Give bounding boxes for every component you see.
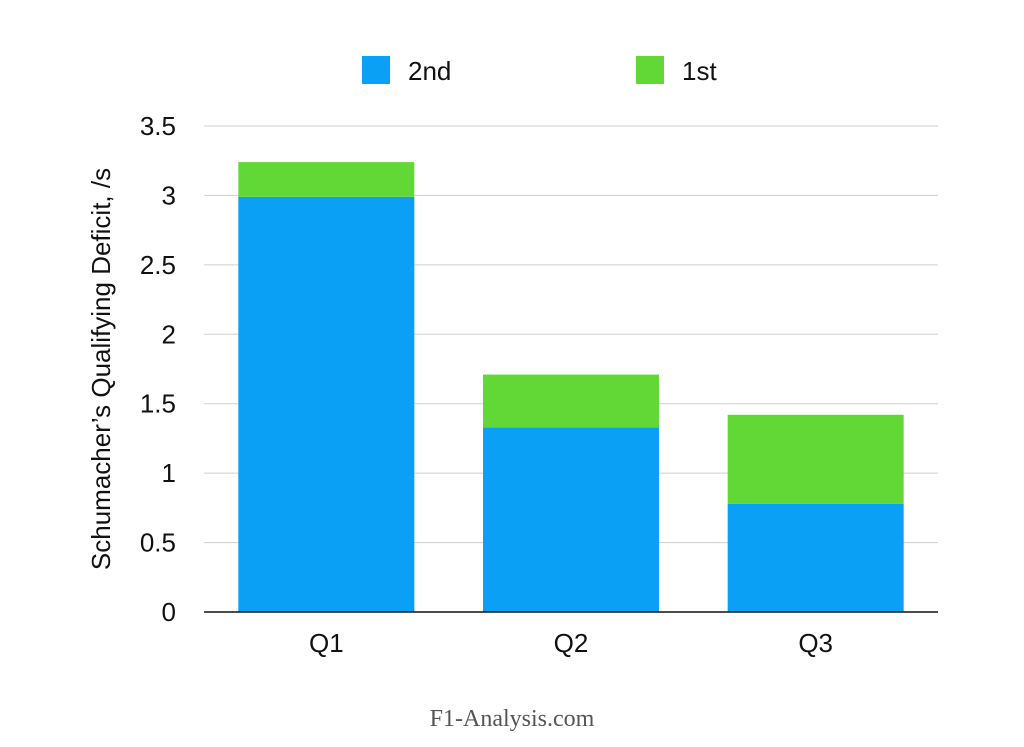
bars — [238, 162, 904, 612]
watermark-text: F1-Analysis.com — [430, 706, 595, 732]
x-category-label: Q1 — [309, 628, 344, 658]
x-axis-category-labels: Q1 Q2 Q3 — [309, 628, 833, 658]
y-tick-label: 2 — [162, 319, 176, 349]
bar-q2-2nd — [483, 427, 659, 612]
y-axis-tick-labels: 0 0.5 1 1.5 2 2.5 3 3.5 — [140, 111, 176, 627]
y-axis-title: Schumacher’s Qualifying Deficit, /s — [86, 168, 116, 570]
legend: 2nd 1st — [362, 56, 717, 86]
legend-swatch-1st — [636, 56, 664, 84]
bar-q2-1st — [483, 374, 659, 428]
bar-q1-1st — [238, 162, 415, 197]
y-tick-label: 3 — [162, 180, 176, 210]
legend-swatch-2nd — [362, 56, 390, 84]
y-tick-label: 2.5 — [140, 250, 176, 280]
bar-q1-2nd — [238, 196, 415, 612]
y-tick-label: 1.5 — [140, 389, 176, 419]
y-tick-label: 0.5 — [140, 528, 176, 558]
bar-q3-1st — [727, 414, 904, 504]
y-tick-label: 1 — [162, 458, 176, 488]
y-tick-label: 3.5 — [140, 111, 176, 141]
x-category-label: Q3 — [798, 628, 833, 658]
legend-label-1st: 1st — [682, 56, 717, 86]
legend-label-2nd: 2nd — [408, 56, 451, 86]
bar-q3-2nd — [727, 503, 904, 612]
y-tick-label: 0 — [162, 597, 176, 627]
x-category-label: Q2 — [554, 628, 589, 658]
